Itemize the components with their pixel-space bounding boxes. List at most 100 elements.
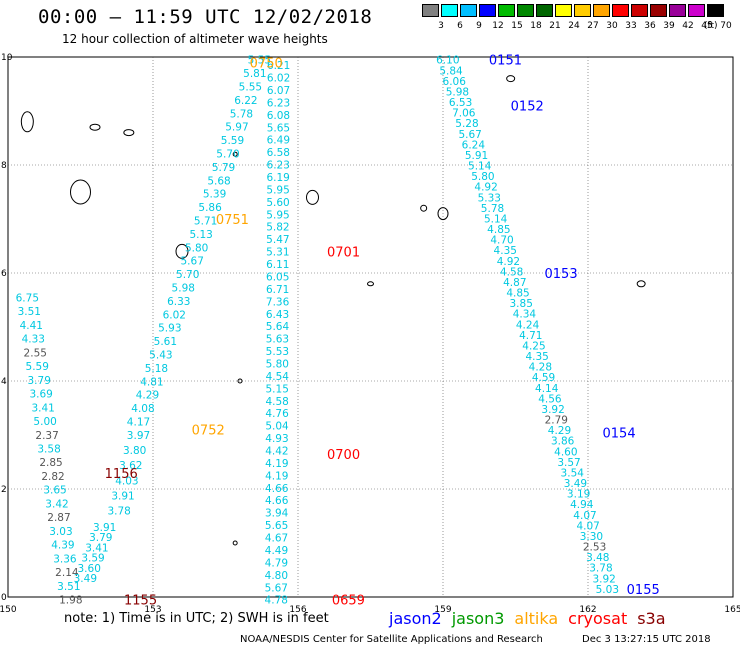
page-subtitle: 12 hour collection of altimeter wave hei… — [62, 32, 328, 46]
wave-height-value: 4.29 — [136, 390, 159, 402]
wave-height-value: 4.59 — [532, 372, 555, 384]
wave-height-value: 4.56 — [538, 393, 562, 405]
satellite-legend: jason2 jason3 altika cryosat s3a — [389, 609, 676, 628]
wave-height-value: 3.79 — [28, 375, 51, 387]
wave-height-value: 6.08 — [267, 110, 290, 122]
scale-swatch — [498, 4, 515, 17]
scale-label: 36 — [644, 21, 656, 31]
wave-height-value: 4.25 — [522, 340, 545, 352]
wave-height-value: 6.23 — [267, 97, 290, 109]
y-tick-label: 2 — [1, 485, 7, 495]
wave-height-value: 7.36 — [266, 296, 290, 308]
wave-height-value: 4.76 — [265, 408, 289, 420]
wave-height-value: 3.86 — [551, 436, 575, 448]
wave-height-value: 4.17 — [127, 417, 150, 429]
wave-height-value: 4.08 — [131, 403, 154, 415]
wave-height-value: 4.54 — [266, 371, 290, 383]
pass-time-label: 0701 — [327, 245, 360, 260]
wave-height-value: 4.28 — [529, 362, 552, 374]
wave-height-value: 3.58 — [37, 444, 60, 456]
island-outline — [367, 281, 374, 287]
scale-label: 39 — [663, 21, 675, 31]
island-outline — [232, 540, 238, 546]
satellite-legend-cryosat: cryosat — [568, 609, 628, 628]
pass-time-label: 0752 — [192, 424, 225, 439]
wave-height-value: 3.41 — [31, 402, 54, 414]
wave-height-value: 4.03 — [115, 475, 138, 487]
wave-height-value: 5.13 — [189, 229, 212, 241]
scale-label: 15 — [511, 21, 523, 31]
wave-height-value: 5.79 — [212, 162, 235, 174]
wave-height-value: 4.92 — [497, 256, 520, 268]
scale-label: 12 — [492, 21, 504, 31]
scale-label: 33 — [625, 21, 637, 31]
wave-height-value: 4.49 — [265, 545, 288, 557]
island-outline — [123, 129, 135, 137]
y-tick-label: 10 — [1, 53, 13, 63]
wave-height-value: 6.11 — [266, 259, 289, 271]
wave-height-value: 4.29 — [548, 425, 571, 437]
wave-height-value: 2.85 — [39, 457, 62, 469]
map-frame — [7, 56, 734, 598]
wave-height-value: 5.67 — [181, 256, 204, 268]
wave-height-value: 6.53 — [449, 97, 472, 109]
wave-height-value: 3.57 — [557, 457, 580, 469]
wave-height-value: 3.69 — [29, 389, 52, 401]
pass-time-label: 0155 — [627, 583, 660, 598]
island-outline — [70, 179, 91, 205]
y-tick-label: 0 — [1, 593, 7, 603]
wave-height-value: 5.18 — [145, 363, 168, 375]
scale-swatch — [441, 4, 458, 17]
wave-height-value: 6.71 — [266, 284, 289, 296]
scale-swatch — [612, 4, 629, 17]
wave-height-value: 5.70 — [216, 149, 239, 161]
wave-height-value: 4.92 — [474, 182, 497, 194]
wave-height-value: 5.61 — [154, 336, 177, 348]
island-outline — [89, 123, 101, 131]
wave-height-value: 4.85 — [506, 288, 529, 300]
island-outline — [232, 151, 238, 157]
wave-height-value: 3.85 — [510, 298, 533, 310]
wave-height-value: 3.92 — [541, 404, 564, 416]
pass-time-label: 0750 — [250, 56, 283, 71]
wave-height-value: 5.78 — [481, 203, 504, 215]
wave-height-value: 5.43 — [149, 350, 172, 362]
wave-height-value: 3.48 — [586, 552, 609, 564]
wave-height-value: 6.02 — [163, 309, 186, 321]
island-outline — [20, 111, 34, 133]
wave-height-value: 5.59 — [221, 135, 244, 147]
wave-height-value: 5.65 — [265, 520, 288, 532]
wave-height-value: 6.33 — [167, 296, 190, 308]
scale-swatch — [631, 4, 648, 17]
wave-height-value: 6.58 — [267, 147, 290, 159]
wave-height-value: 2.14 — [55, 567, 79, 579]
wave-height-value: 5.84 — [439, 65, 463, 77]
wave-height-value: 4.24 — [516, 319, 540, 331]
x-tick-label: 162 — [579, 605, 596, 615]
wave-height-value: 3.62 — [119, 460, 142, 472]
island-outline — [437, 207, 449, 221]
wave-height-value: 5.80 — [185, 242, 208, 254]
scale-swatch — [707, 4, 724, 17]
wave-height-value: 3.49 — [74, 573, 97, 585]
wave-height-value: 2.82 — [41, 471, 64, 483]
x-tick-label: 159 — [434, 605, 451, 615]
pass-time-label: 0751 — [216, 213, 249, 228]
wave-height-value: 5.55 — [239, 82, 262, 94]
footer-date: Dec 3 13:27:15 UTC 2018 — [582, 634, 711, 645]
scale-swatch — [593, 4, 610, 17]
wave-height-value: 3.65 — [43, 485, 66, 497]
wave-height-value: 4.07 — [573, 510, 596, 522]
island-outline — [506, 75, 516, 83]
wave-height-value: 4.78 — [265, 595, 288, 607]
wave-height-value: 4.60 — [554, 446, 577, 458]
wave-height-value: 5.80 — [266, 358, 289, 370]
wave-height-value: 3.59 — [81, 553, 104, 565]
wave-height-value: 5.95 — [266, 209, 289, 221]
wave-height-value: 6.22 — [234, 95, 257, 107]
wave-height-value: 2.53 — [583, 542, 606, 554]
wave-height-value: 5.78 — [230, 108, 253, 120]
wave-height-value: 3.51 — [57, 581, 80, 593]
wave-height-value: 4.87 — [503, 277, 526, 289]
wave-height-value: 5.00 — [33, 416, 56, 428]
